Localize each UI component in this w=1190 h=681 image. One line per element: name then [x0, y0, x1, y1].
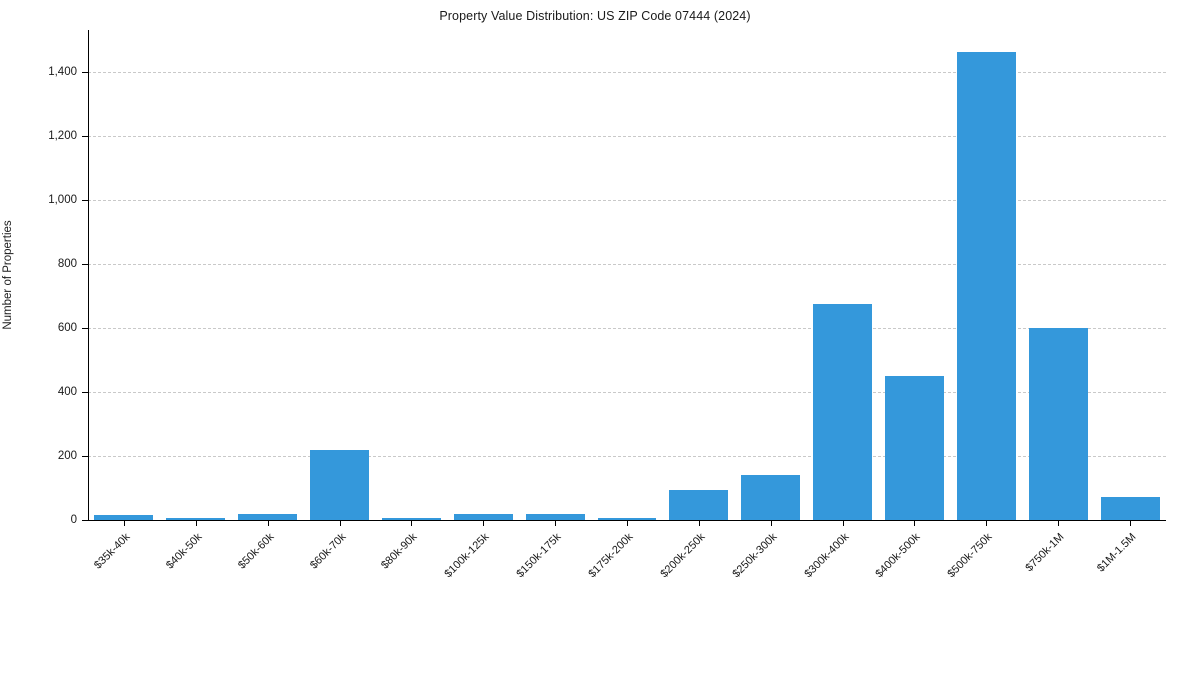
- x-tick-label: $400k-500k: [873, 531, 923, 581]
- bar[interactable]: [813, 303, 873, 520]
- x-tick-label: $100k-125k: [442, 531, 492, 581]
- bar[interactable]: [597, 518, 657, 520]
- x-tick-label: $40k-50k: [163, 531, 205, 572]
- x-tick-label: $60k-70k: [307, 531, 349, 572]
- bar[interactable]: [525, 514, 585, 520]
- x-tick-mark: [627, 520, 628, 526]
- x-tick-label: $750k-1M: [1023, 531, 1067, 575]
- y-tick-label: 600: [57, 321, 77, 334]
- chart-figure: Property Value Distribution: US ZIP Code…: [2, 9, 1166, 581]
- y-tick-label: 1,000: [48, 193, 77, 206]
- x-tick-mark: [483, 520, 485, 526]
- y-tick-label: 0: [70, 514, 77, 526]
- y-tick-mark: [82, 199, 88, 201]
- bar[interactable]: [238, 513, 298, 520]
- chart-title: Property Value Distribution: US ZIP Code…: [439, 9, 751, 23]
- x-tick-mark: [1058, 520, 1060, 526]
- y-tick-mark: [82, 71, 88, 73]
- x-tick-mark: [195, 520, 197, 526]
- bar[interactable]: [94, 515, 154, 520]
- y-tick-label: 1,400: [48, 65, 77, 78]
- y-tick-label: 1,200: [48, 129, 77, 142]
- bar[interactable]: [1100, 496, 1160, 520]
- x-tick-label: $80k-90k: [379, 531, 420, 572]
- y-axis-label: Number of Properties: [2, 220, 14, 330]
- x-tick-label: $500k-750k: [945, 531, 995, 581]
- y-tick-label: 200: [57, 449, 77, 462]
- x-tick-label: $35k-40k: [91, 531, 133, 572]
- x-tick-label: $300k-400k: [801, 531, 852, 581]
- bar-series: [88, 30, 1166, 520]
- x-tick-mark: [555, 520, 557, 526]
- x-tick-label: $50k-60k: [235, 531, 277, 572]
- x-tick-mark: [123, 520, 125, 526]
- bar[interactable]: [166, 518, 226, 520]
- bar[interactable]: [956, 52, 1016, 520]
- x-tick-label: $1M-1.5M: [1095, 531, 1139, 575]
- y-tick-mark: [82, 135, 88, 137]
- x-tick-mark: [339, 520, 341, 526]
- y-tick-label: 800: [57, 257, 77, 270]
- bar[interactable]: [310, 450, 369, 520]
- bar[interactable]: [885, 375, 944, 520]
- x-tick-mark: [698, 520, 700, 526]
- bar[interactable]: [741, 475, 801, 520]
- x-tick-label: $200k-250k: [658, 531, 708, 581]
- y-tick-label: 400: [57, 385, 77, 398]
- bar[interactable]: [381, 518, 441, 520]
- x-tick-mark: [267, 520, 269, 526]
- x-tick-mark: [411, 520, 413, 526]
- x-tick-mark: [914, 520, 916, 526]
- x-tick-mark: [986, 520, 988, 526]
- y-tick-mark: [82, 327, 88, 329]
- plot-area: [88, 30, 1166, 520]
- bar[interactable]: [669, 489, 729, 520]
- bar[interactable]: [453, 514, 513, 520]
- bar[interactable]: [1028, 328, 1088, 520]
- y-tick-mark: [82, 455, 88, 457]
- x-tick-mark: [842, 520, 844, 526]
- y-tick-mark: [82, 391, 88, 393]
- y-tick-mark: [82, 263, 88, 265]
- x-tick-label: $175k-200k: [586, 531, 636, 581]
- x-tick-label: $150k-175k: [514, 531, 564, 581]
- y-axis-line: [88, 30, 89, 520]
- x-tick-mark: [1130, 520, 1132, 526]
- y-tick-mark: [82, 520, 88, 521]
- x-tick-label: $250k-300k: [730, 531, 780, 581]
- x-tick-mark: [770, 520, 772, 526]
